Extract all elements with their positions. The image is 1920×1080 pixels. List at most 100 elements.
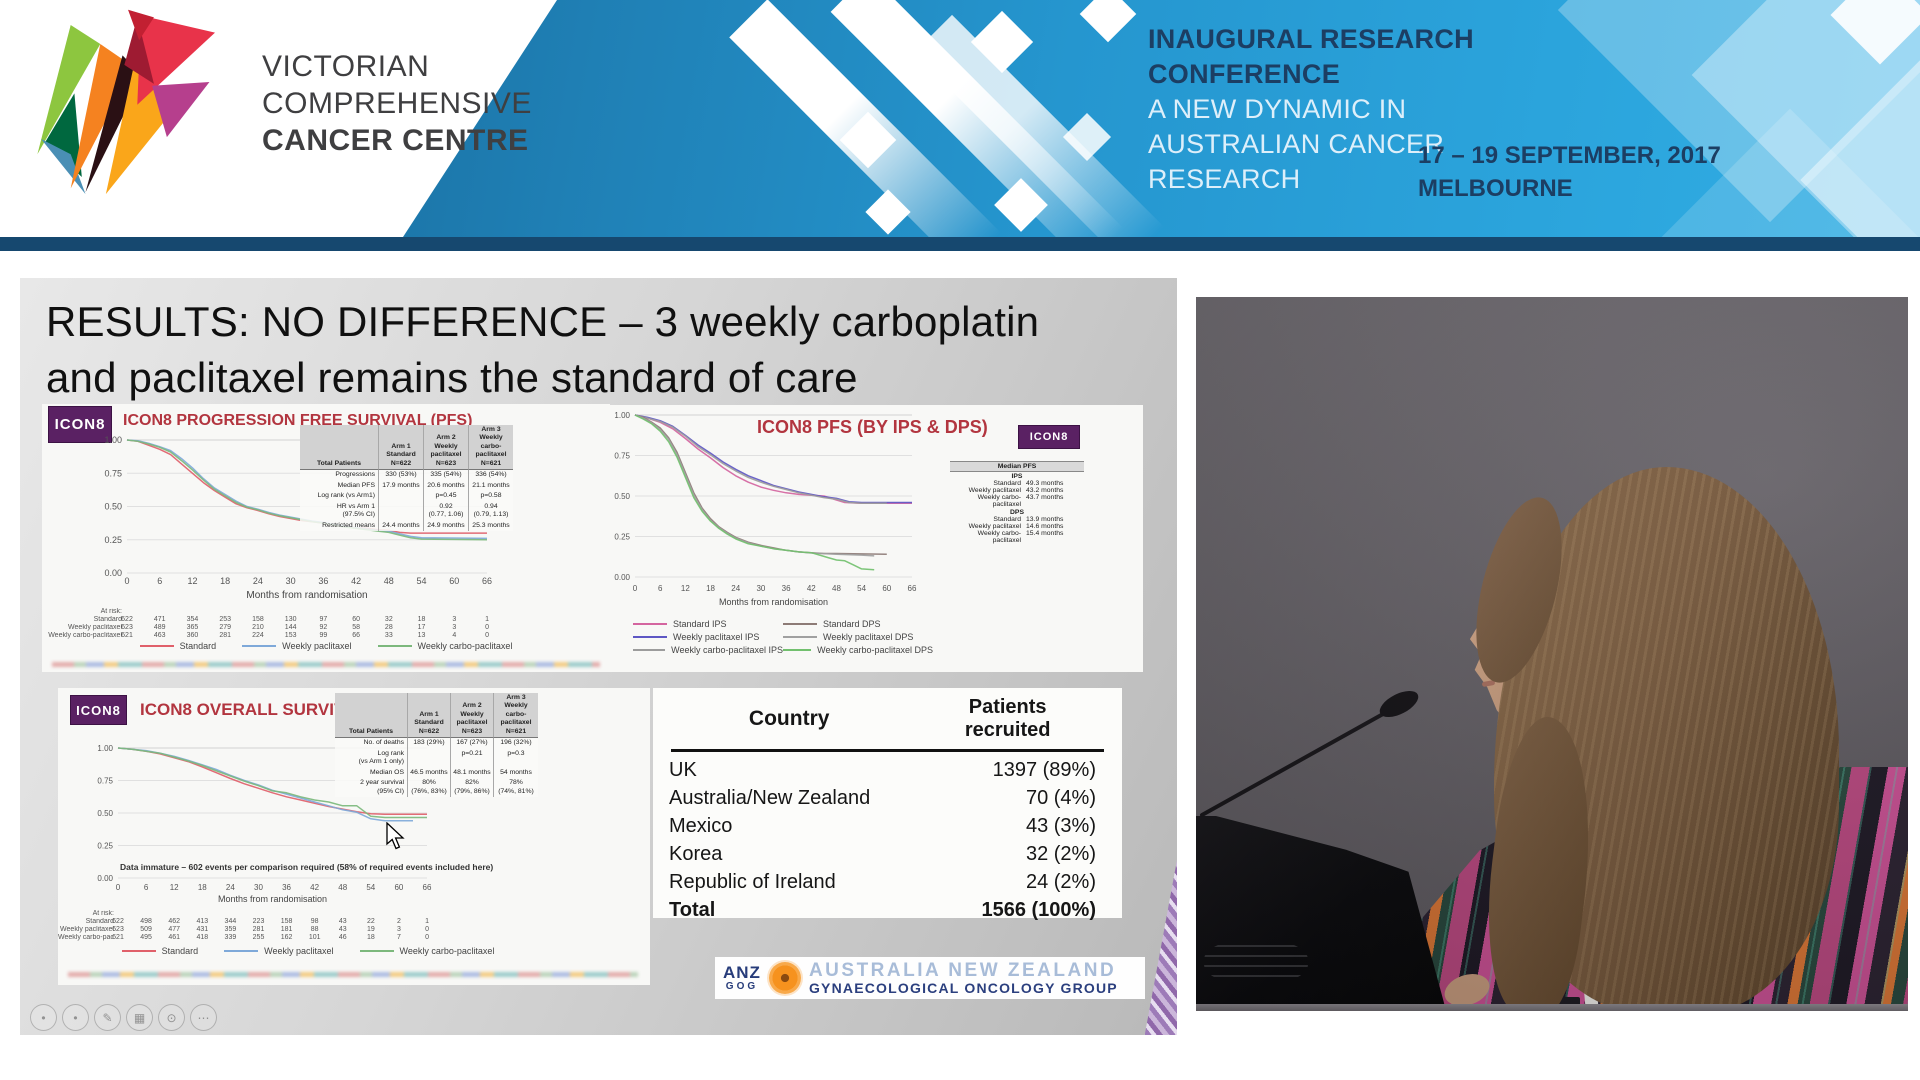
country-name: Republic of Ireland bbox=[669, 871, 836, 893]
compression-artifact bbox=[68, 972, 638, 977]
median-pfs-arm: Weekly carbo-paclitaxel bbox=[977, 530, 1021, 544]
legend-item: Standard bbox=[139, 641, 216, 651]
median-pfs-row: Weekly paclitaxel 43.2 months bbox=[950, 487, 1084, 494]
next-button[interactable]: • bbox=[62, 1004, 89, 1031]
stats-value: 54 months bbox=[493, 767, 538, 779]
vccc-line1: VICTORIAN bbox=[262, 50, 430, 83]
vccc-wordmark: VICTORIAN COMPREHENSIVE CANCER CENTRE bbox=[262, 48, 532, 159]
conference-location: MELBOURNE bbox=[1418, 175, 1573, 202]
median-pfs-arm: Weekly paclitaxel bbox=[968, 487, 1021, 494]
stats-value: 0.92 (0.77, 1.06) bbox=[423, 501, 468, 521]
conference-banner: VICTORIAN COMPREHENSIVE CANCER CENTRE IN… bbox=[0, 0, 1920, 251]
vccc-line3: CANCER CENTRE bbox=[262, 124, 529, 157]
slide-title-line2: and paclitaxel remains the standard of c… bbox=[46, 354, 858, 401]
legend-label: Weekly carbo-paclitaxel bbox=[417, 641, 513, 651]
stats-row-label: Median PFS bbox=[337, 481, 375, 489]
svg-text:48: 48 bbox=[832, 584, 841, 593]
stats-value: 336 (54%) bbox=[468, 470, 513, 481]
stats-value: 330 (53%) bbox=[378, 470, 423, 481]
draw-button[interactable]: ✎ bbox=[94, 1004, 121, 1031]
stats-col-header: Arm 2 Weekly paclitaxel N=623 bbox=[450, 693, 493, 739]
legend-item: Weekly paclitaxel bbox=[224, 946, 334, 956]
svg-text:48: 48 bbox=[384, 576, 394, 586]
at-risk-count: 0 bbox=[425, 934, 430, 941]
median-pfs-row: Standard 49.3 months bbox=[950, 480, 1084, 487]
conference-date-range: 17 – 19 SEPTEMBER, 2017 bbox=[1418, 142, 1721, 169]
stats-value: p=0.3 bbox=[493, 748, 538, 768]
legend-label: Weekly paclitaxel bbox=[282, 641, 352, 651]
magnify-button[interactable]: ⊙ bbox=[158, 1004, 185, 1031]
stats-col-header: Arm 3 Weekly carbo-paclitaxel N=621 bbox=[493, 693, 538, 739]
slide-controls: • • ✎ ▦ ⊙ ⋯ bbox=[30, 1004, 217, 1031]
speaker-video-feed bbox=[1196, 297, 1908, 1011]
anzgog-line1: AUSTRALIA NEW ZEALAND bbox=[808, 959, 1117, 981]
at-risk-count: 144 bbox=[284, 624, 297, 631]
at-risk-count: 281 bbox=[219, 632, 232, 639]
at-risk-count: 489 bbox=[153, 624, 166, 631]
anzgog-abbreviation: ANZ GOG bbox=[723, 964, 761, 992]
at-risk-count: 344 bbox=[224, 918, 237, 925]
table-row: Mexico 43 (3%) bbox=[669, 812, 1106, 840]
at-risk-count: 210 bbox=[252, 624, 264, 631]
stats-row-label: Median OS bbox=[369, 768, 404, 776]
svg-text:0.75: 0.75 bbox=[97, 777, 113, 786]
stats-value: 21.1 months bbox=[468, 480, 513, 492]
anzgog-wordmark: AUSTRALIA NEW ZEALAND GYNAECOLOGICAL ONC… bbox=[808, 959, 1118, 996]
patients-count: 43 (3%) bbox=[1025, 815, 1096, 837]
more-button[interactable]: ⋯ bbox=[190, 1004, 217, 1031]
svg-text:0.75: 0.75 bbox=[104, 468, 122, 478]
at-risk-count: 360 bbox=[186, 632, 199, 639]
ips-dps-legend: Standard IPS Standard DPS Weekly paclitaxe… bbox=[633, 619, 933, 655]
slide-overview-button[interactable]: ▦ bbox=[126, 1004, 153, 1031]
conference-title-bold2: CONFERENCE bbox=[1148, 59, 1341, 89]
at-risk-count: 13 bbox=[417, 632, 426, 639]
legend-label: Weekly paclitaxel bbox=[264, 946, 334, 956]
svg-text:0: 0 bbox=[116, 883, 121, 892]
at-risk-count: 622 bbox=[121, 616, 133, 623]
svg-text:Months from randomisation: Months from randomisation bbox=[719, 597, 828, 607]
stats-col-header: Arm 2 Weekly paclitaxel N=623 bbox=[423, 425, 468, 471]
icon8-logo: ICON8 bbox=[70, 695, 127, 725]
stats-value: 25.3 months bbox=[468, 520, 513, 532]
at-risk-count: 17 bbox=[417, 624, 426, 631]
svg-text:36: 36 bbox=[782, 584, 791, 593]
at-risk-count: 365 bbox=[186, 624, 199, 631]
stats-value: 196 (32%) bbox=[493, 738, 538, 749]
stats-col-header: Total Patients bbox=[335, 693, 407, 739]
stats-value bbox=[378, 491, 423, 502]
at-risk-count: 92 bbox=[319, 624, 328, 631]
svg-text:12: 12 bbox=[681, 584, 690, 593]
legend-item: Weekly paclitaxel bbox=[242, 641, 352, 651]
median-pfs-table: Median PFS IPS Standard 49.3 months Weekly p… bbox=[950, 461, 1084, 544]
at-risk-count: 281 bbox=[252, 926, 265, 933]
at-risk-count: 431 bbox=[196, 926, 209, 933]
legend-item: Weekly paclitaxel IPS bbox=[633, 632, 783, 642]
svg-text:0.25: 0.25 bbox=[104, 535, 122, 545]
stats-value: 78% (74%, 81%) bbox=[493, 778, 538, 798]
stats-row-label: HR vs Arm 1 (97.5% CI) bbox=[336, 502, 375, 519]
svg-text:60: 60 bbox=[882, 584, 891, 593]
conference-title-bold1: INAUGURAL RESEARCH bbox=[1148, 24, 1474, 54]
median-pfs-row: Weekly paclitaxel 14.6 months bbox=[950, 523, 1084, 530]
anzgog-logo: ANZ GOG AUSTRALIA NEW ZEALAND GYNAECOLOG… bbox=[715, 957, 1145, 999]
svg-text:0.50: 0.50 bbox=[97, 809, 113, 818]
stats-col-header: Total Patients bbox=[300, 425, 378, 471]
pfs-legend: Standard Weekly paclitaxel Weekly carbo-pa… bbox=[42, 641, 610, 651]
svg-text:54: 54 bbox=[417, 576, 427, 586]
table-row: UK 1397 (89%) bbox=[669, 756, 1106, 784]
table-divider bbox=[671, 749, 1104, 752]
at-risk-count: 162 bbox=[280, 934, 293, 941]
previous-button[interactable]: • bbox=[30, 1004, 57, 1031]
stats-row-label: Log rank (vs Arm 1 only) bbox=[358, 749, 404, 766]
svg-text:1.00: 1.00 bbox=[104, 435, 122, 445]
svg-text:1.00: 1.00 bbox=[614, 411, 630, 420]
country-name: Mexico bbox=[669, 815, 733, 837]
at-risk-count: 4 bbox=[452, 632, 457, 639]
svg-text:36: 36 bbox=[318, 576, 328, 586]
pfs-chart-title: ICON8 PROGRESSION FREE SURVIVAL (PFS) bbox=[123, 412, 473, 429]
svg-text:0.50: 0.50 bbox=[104, 502, 122, 512]
table-row: Republic of Ireland 24 (2%) bbox=[669, 868, 1106, 896]
legend-swatch bbox=[139, 645, 174, 647]
conference-subtitle2: AUSTRALIAN CANCER bbox=[1148, 129, 1445, 159]
at-risk-count: 359 bbox=[224, 926, 237, 933]
